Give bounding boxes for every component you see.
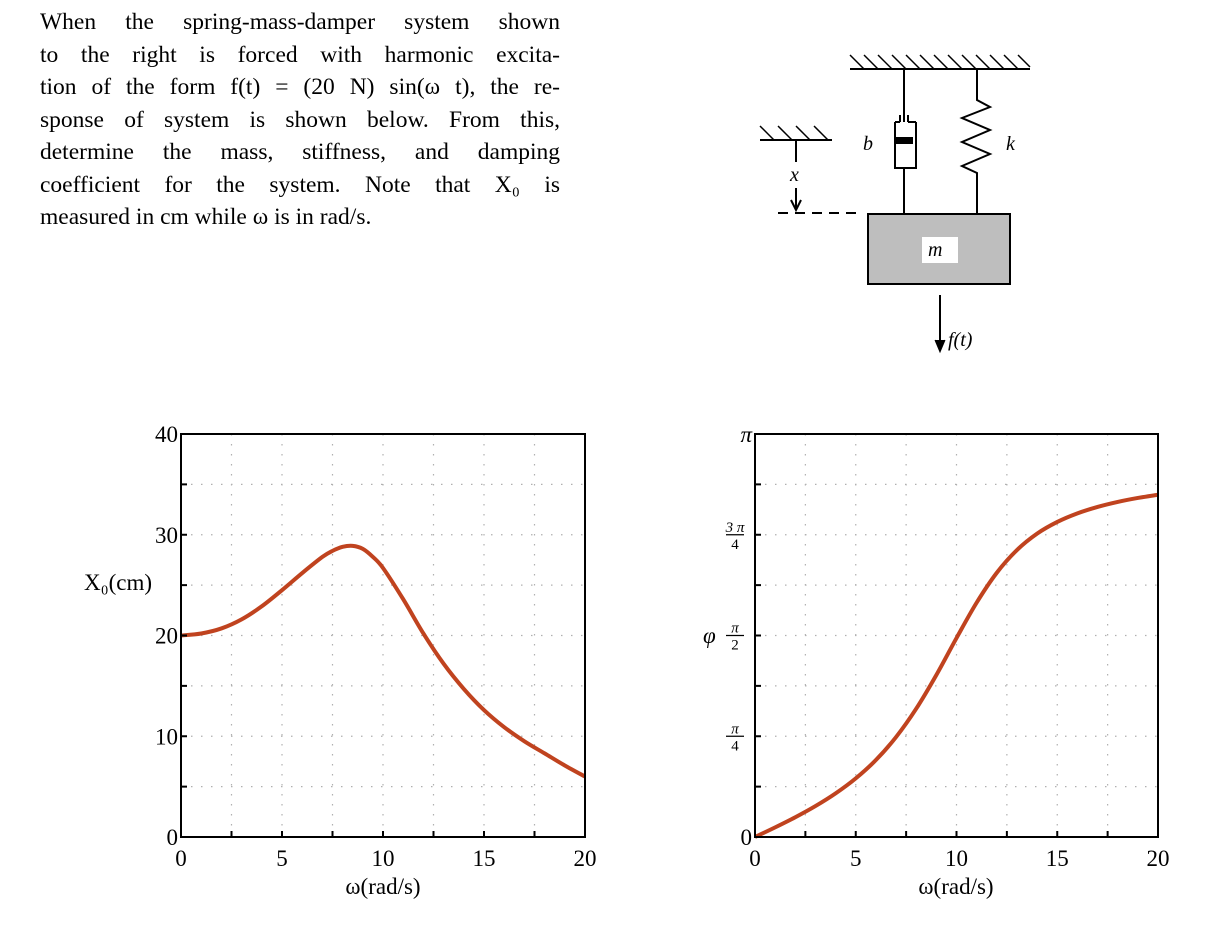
x-tick-label: 10 bbox=[945, 846, 968, 871]
mass-label: m bbox=[928, 239, 942, 261]
problem-statement: When the spring-mass-damper system shown… bbox=[40, 6, 560, 234]
x-tick-label: 10 bbox=[372, 846, 395, 871]
problem-line: sponse of system is shown below. From th… bbox=[40, 106, 560, 133]
problem-line: coefficient for the system. Note that X₀… bbox=[40, 171, 560, 198]
y-tick-label: π bbox=[740, 422, 753, 447]
amplitude-chart: 0 5 10 15 20 0 10 20 30 40 X₀(cm) ω(rad/s) bbox=[84, 422, 597, 899]
problem-line: tion of the form f(t) = (20 N) sin(ω t),… bbox=[40, 74, 560, 100]
spring-label: k bbox=[1006, 133, 1016, 155]
phase-xlabel: ω(rad/s) bbox=[918, 874, 993, 899]
displacement-label: x bbox=[789, 164, 799, 186]
y-tick-label: 10 bbox=[155, 724, 178, 749]
problem-line: to the right is forced with harmonic exc… bbox=[40, 41, 560, 68]
y-tick-label: 0 bbox=[741, 825, 753, 850]
x-tick-label: 15 bbox=[1046, 846, 1069, 871]
x-tick-label: 20 bbox=[1147, 846, 1170, 871]
problem-line: When the spring-mass-damper system shown bbox=[40, 9, 560, 35]
y-tick-label: π bbox=[731, 721, 739, 737]
amplitude-grid bbox=[181, 434, 585, 837]
problem-line: measured in cm while ω is in rad/s. bbox=[40, 204, 372, 230]
y-tick-label: 30 bbox=[155, 523, 178, 548]
x-tick-label: 20 bbox=[574, 846, 597, 871]
x-tick-label: 15 bbox=[473, 846, 496, 871]
phase-curve bbox=[754, 492, 1159, 839]
x-tick-label: 5 bbox=[850, 846, 862, 871]
ground-hatch-left bbox=[759, 125, 829, 141]
y-tick-label: 0 bbox=[167, 825, 179, 850]
y-tick-label: 2 bbox=[731, 638, 739, 654]
amplitude-ylabel: X₀(cm) bbox=[84, 570, 152, 595]
y-tick-label: π bbox=[731, 621, 739, 637]
damper bbox=[894, 69, 917, 214]
y-tick-label: 4 bbox=[731, 738, 739, 754]
y-tick-label: 4 bbox=[731, 537, 739, 553]
force-label: f(t) bbox=[948, 329, 973, 351]
problem-line: determine the mass, stiffness, and dampi… bbox=[40, 139, 560, 165]
spring bbox=[959, 69, 993, 214]
x-tick-label: 5 bbox=[276, 846, 288, 871]
amplitude-curve bbox=[180, 543, 586, 779]
y-tick-label: 40 bbox=[155, 422, 178, 447]
x-tick-label: 0 bbox=[749, 846, 761, 871]
damper-label: b bbox=[863, 133, 873, 155]
amplitude-ticks: 0 5 10 15 20 0 10 20 30 40 bbox=[155, 422, 597, 871]
ground-hatch-top bbox=[849, 54, 1031, 70]
x-tick-label: 0 bbox=[175, 846, 187, 871]
spring-mass-damper-diagram: b k x m f(t) bbox=[759, 54, 1031, 354]
y-tick-label: 20 bbox=[155, 624, 178, 649]
amplitude-xlabel: ω(rad/s) bbox=[345, 874, 420, 899]
phase-ylabel: φ bbox=[703, 623, 716, 648]
y-tick-label: 3 π bbox=[725, 520, 745, 536]
